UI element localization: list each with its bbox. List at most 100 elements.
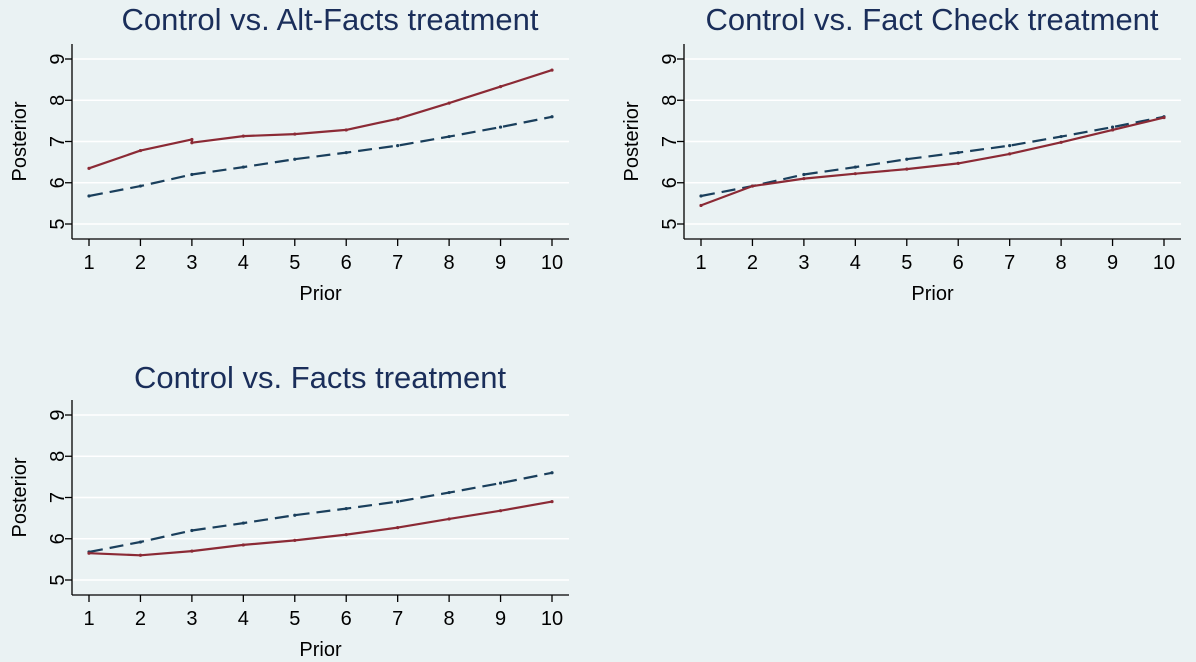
- data-point: [345, 151, 348, 154]
- data-point: [957, 151, 960, 154]
- data-point: [345, 533, 348, 536]
- x-tick-label: 5: [901, 252, 912, 274]
- y-tick-label: 9: [47, 53, 69, 64]
- x-tick-label: 3: [186, 608, 197, 630]
- data-point: [448, 491, 451, 494]
- y-axis-label: Posterior: [621, 101, 643, 181]
- data-point: [550, 115, 553, 118]
- data-point: [1162, 116, 1165, 119]
- data-point: [242, 543, 245, 546]
- panel-title: Control vs. Facts treatment: [134, 360, 507, 395]
- x-tick-label: 1: [695, 252, 706, 274]
- data-point: [448, 135, 451, 138]
- data-point: [499, 85, 502, 88]
- x-tick-label: 2: [135, 608, 146, 630]
- x-tick-label: 2: [747, 252, 758, 274]
- data-point: [139, 184, 142, 187]
- data-point: [242, 165, 245, 168]
- data-point: [751, 184, 754, 187]
- y-tick-label: 8: [47, 451, 69, 462]
- data-point: [905, 158, 908, 161]
- data-point: [905, 168, 908, 171]
- x-axis-label: Prior: [911, 283, 954, 305]
- y-tick-label: 6: [47, 177, 69, 188]
- y-axis-label: Posterior: [9, 457, 31, 537]
- x-tick-label: 5: [289, 608, 300, 630]
- data-point: [293, 132, 296, 135]
- data-point: [499, 509, 502, 512]
- x-tick-label: 10: [541, 252, 563, 274]
- data-point: [190, 138, 193, 141]
- x-tick-label: 10: [1153, 252, 1175, 274]
- data-point: [242, 521, 245, 524]
- x-tick-label: 4: [850, 252, 861, 274]
- y-tick-label: 9: [47, 409, 69, 420]
- x-tick-label: 3: [798, 252, 809, 274]
- data-point: [242, 135, 245, 138]
- data-point: [190, 141, 193, 144]
- x-axis-label: Prior: [299, 283, 342, 305]
- data-point: [802, 173, 805, 176]
- data-point: [139, 554, 142, 557]
- y-tick-label: 7: [47, 136, 69, 147]
- control-series-line: [89, 473, 552, 552]
- y-tick-label: 6: [47, 533, 69, 544]
- y-tick-label: 5: [47, 574, 69, 585]
- data-point: [499, 481, 502, 484]
- data-point: [87, 552, 90, 555]
- x-tick-label: 6: [341, 252, 352, 274]
- data-point: [190, 173, 193, 176]
- data-point: [190, 550, 193, 553]
- data-point: [1111, 125, 1114, 128]
- data-point: [550, 500, 553, 503]
- x-tick-label: 7: [392, 608, 403, 630]
- x-axis-label: Prior: [299, 639, 342, 661]
- x-tick-label: 1: [83, 252, 94, 274]
- x-tick-label: 8: [1056, 252, 1067, 274]
- x-tick-label: 10: [541, 608, 563, 630]
- y-tick-label: 8: [659, 95, 681, 106]
- data-point: [139, 149, 142, 152]
- x-tick-label: 6: [953, 252, 964, 274]
- data-point: [1008, 144, 1011, 147]
- data-point: [448, 102, 451, 105]
- data-point: [293, 539, 296, 542]
- data-point: [1111, 128, 1114, 131]
- data-point: [396, 144, 399, 147]
- data-point: [448, 517, 451, 520]
- data-point: [550, 69, 553, 72]
- x-tick-label: 8: [444, 252, 455, 274]
- data-point: [854, 165, 857, 168]
- panel-title: Control vs. Alt-Facts treatment: [122, 2, 539, 37]
- data-point: [139, 540, 142, 543]
- y-tick-label: 9: [659, 53, 681, 64]
- x-tick-label: 9: [495, 608, 506, 630]
- y-tick-label: 5: [659, 218, 681, 229]
- y-axis-label: Posterior: [9, 101, 31, 181]
- data-point: [499, 125, 502, 128]
- x-tick-label: 4: [238, 608, 249, 630]
- x-tick-label: 5: [289, 252, 300, 274]
- x-tick-label: 8: [444, 608, 455, 630]
- y-tick-label: 6: [659, 177, 681, 188]
- y-tick-label: 8: [47, 95, 69, 106]
- x-tick-label: 7: [1004, 252, 1015, 274]
- y-tick-label: 7: [659, 136, 681, 147]
- data-point: [396, 526, 399, 529]
- data-point: [1060, 135, 1063, 138]
- data-point: [396, 500, 399, 503]
- data-point: [293, 514, 296, 517]
- data-point: [1060, 141, 1063, 144]
- x-tick-label: 2: [135, 252, 146, 274]
- y-tick-label: 7: [47, 492, 69, 503]
- x-tick-label: 6: [341, 608, 352, 630]
- treatment-series-line: [89, 502, 552, 556]
- control-series-line: [89, 117, 552, 196]
- data-point: [550, 471, 553, 474]
- x-tick-label: 9: [1107, 252, 1118, 274]
- x-tick-label: 1: [83, 608, 94, 630]
- data-point: [87, 194, 90, 197]
- data-point: [190, 529, 193, 532]
- data-point: [957, 162, 960, 165]
- data-point: [396, 117, 399, 120]
